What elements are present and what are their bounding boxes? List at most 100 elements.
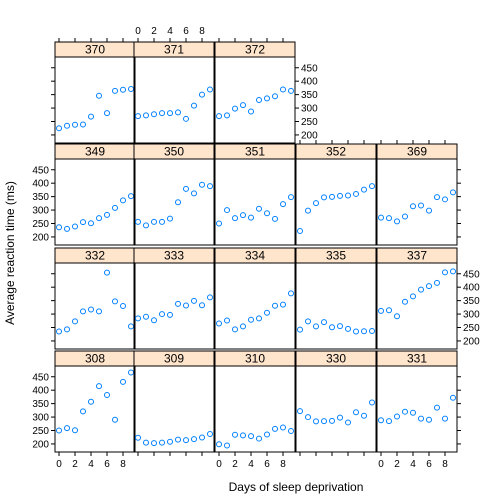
data-point: [240, 323, 246, 330]
panel-349: 349: [54, 143, 136, 246]
axis-ticks-bottom-330: [299, 452, 365, 456]
y-tick-label: 400: [463, 283, 480, 294]
panel-309: 309: [133, 350, 215, 453]
data-point: [240, 212, 246, 219]
data-point: [216, 220, 222, 227]
y-tick-label: 200: [301, 130, 318, 141]
data-point: [151, 317, 157, 324]
data-point: [216, 441, 222, 448]
data-point: [369, 399, 375, 406]
data-point: [240, 102, 246, 109]
data-point: [143, 313, 149, 320]
y-tick-label: 300: [32, 413, 49, 424]
panel-frame: [54, 56, 136, 144]
axis-ticks-top-369: [380, 140, 446, 144]
data-point: [216, 320, 222, 327]
panel-strip-label: 350: [164, 145, 184, 159]
data-point: [402, 408, 408, 415]
panel-frame: [54, 365, 136, 453]
x-tick-label: 2: [232, 459, 238, 470]
panel-frame: [133, 262, 215, 350]
data-point: [199, 91, 205, 98]
panel-strip-label: 330: [326, 352, 346, 366]
data-point: [151, 440, 157, 447]
panel-frame: [376, 365, 458, 453]
data-point: [386, 418, 392, 425]
data-point: [96, 308, 102, 315]
panel-strip-label: 349: [85, 145, 105, 159]
panel-308: 308: [54, 350, 136, 453]
panel-frame: [54, 158, 136, 246]
data-point: [345, 192, 351, 199]
y-tick-label: 250: [32, 219, 49, 230]
y-axis-left-308: 200 250 300 350 400 450: [32, 372, 55, 450]
data-point: [450, 189, 456, 196]
data-point: [80, 121, 86, 128]
panel-strip-label: 335: [326, 249, 346, 263]
panel-strip-label: 332: [85, 249, 105, 263]
panel-frame: [133, 158, 215, 246]
data-point: [232, 215, 238, 222]
x-tick-label: 0: [378, 459, 384, 470]
data-point: [410, 203, 416, 210]
data-point: [337, 414, 343, 421]
data-point: [112, 298, 118, 305]
data-point: [337, 323, 343, 330]
data-point: [378, 307, 384, 314]
data-point: [402, 213, 408, 220]
data-point: [96, 92, 102, 99]
data-point: [159, 439, 165, 446]
panel-330: 330: [295, 350, 377, 453]
data-point: [135, 113, 141, 120]
axis-ticks-bottom-309: [137, 452, 203, 456]
panel-351: 351: [214, 143, 296, 246]
data-point: [167, 110, 173, 117]
data-point: [112, 87, 118, 94]
data-point: [96, 215, 102, 222]
data-point: [288, 290, 294, 297]
data-point: [80, 408, 86, 415]
panel-370: 370: [54, 41, 136, 144]
data-point: [135, 434, 141, 441]
data-point: [280, 424, 286, 431]
data-point: [56, 427, 62, 434]
data-point: [151, 218, 157, 225]
data-point: [72, 121, 78, 128]
data-point: [345, 325, 351, 332]
x-tick-label: 8: [199, 26, 205, 37]
data-point: [394, 413, 400, 420]
data-point: [264, 95, 270, 102]
x-tick-label: 8: [120, 459, 126, 470]
data-point: [248, 214, 254, 221]
panel-strip-label: 310: [245, 352, 265, 366]
y-tick-label: 250: [32, 426, 49, 437]
y-tick-label: 450: [32, 372, 49, 383]
panel-strip-label: 370: [85, 43, 105, 57]
data-point: [191, 190, 197, 197]
data-point: [353, 409, 359, 416]
data-point: [112, 204, 118, 211]
data-point: [442, 415, 448, 422]
panel-352: 352: [295, 143, 377, 246]
data-point: [410, 409, 416, 416]
data-point: [361, 328, 367, 335]
data-point: [256, 97, 262, 103]
data-point: [450, 268, 456, 275]
panel-strip-label: 369: [407, 145, 427, 159]
data-point: [167, 311, 173, 318]
data-point: [128, 369, 134, 376]
panel-frame: [54, 262, 136, 350]
y-tick-label: 350: [32, 399, 49, 410]
data-point: [426, 416, 432, 423]
data-point: [104, 392, 110, 399]
data-point: [337, 192, 343, 199]
data-point: [199, 181, 205, 188]
y-tick-label: 300: [463, 310, 480, 321]
data-point: [256, 315, 262, 322]
data-point: [56, 125, 62, 132]
data-point: [313, 200, 319, 207]
panel-frame: [214, 56, 296, 144]
data-point: [64, 122, 70, 129]
